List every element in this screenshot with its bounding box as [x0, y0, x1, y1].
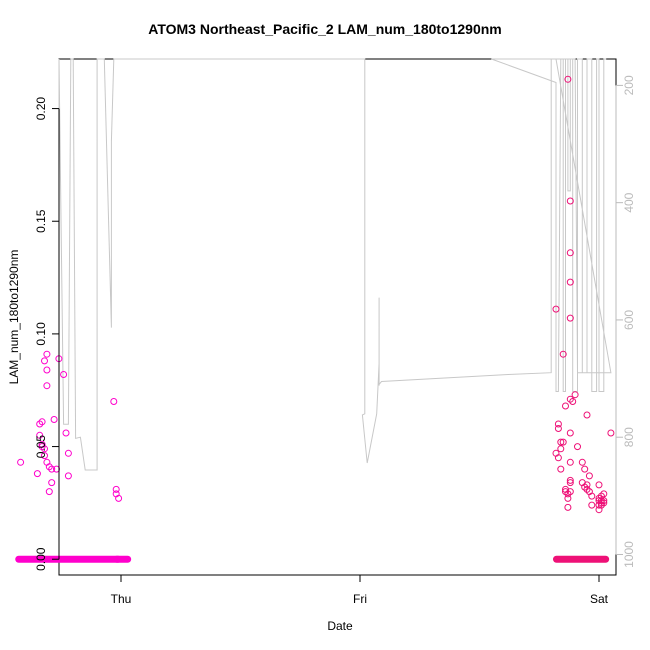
data-point [554, 425, 562, 432]
data-point [581, 483, 589, 491]
data-point [559, 350, 567, 358]
data-point [564, 503, 572, 511]
data-point [110, 398, 118, 405]
data-point [562, 488, 569, 496]
data-point [41, 445, 48, 453]
data-point [564, 490, 572, 498]
data-point [17, 458, 25, 466]
data-point [566, 476, 574, 484]
data-point [48, 465, 56, 473]
data-point [600, 497, 608, 505]
data-point [581, 465, 589, 473]
data-point [595, 481, 603, 489]
x-tick-label: Sat [590, 592, 609, 606]
data-point [559, 438, 567, 446]
data-point [557, 438, 565, 446]
data-point [588, 501, 596, 509]
data-point [566, 458, 574, 466]
data-point [64, 449, 72, 457]
secondary-y-tick-label: 200 [622, 75, 636, 95]
y-tick-label: 0.20 [34, 97, 48, 121]
data-point [112, 485, 120, 493]
data-point [578, 458, 586, 466]
secondary-y-tick-label: 800 [622, 427, 636, 447]
y-tick-label: 0.00 [34, 547, 48, 571]
secondary-y-tick-label: 600 [622, 310, 636, 330]
data-point [597, 499, 605, 507]
data-point [566, 429, 574, 437]
x-tick-label: Fri [353, 592, 367, 606]
data-point [62, 429, 70, 437]
data-point [45, 488, 53, 496]
chart-title: ATOM3 Northeast_Pacific_2 LAM_num_180to1… [148, 21, 502, 37]
y-tick-label: 0.05 [34, 435, 48, 459]
point-series [15, 75, 615, 563]
series-line [58, 58, 612, 471]
data-point [566, 395, 574, 403]
data-point [566, 479, 574, 487]
data-point [583, 485, 591, 493]
data-point [585, 472, 593, 480]
data-point [562, 402, 569, 410]
data-point [571, 391, 579, 399]
data-point [600, 490, 608, 498]
data-point [564, 75, 572, 83]
data-point [566, 278, 574, 286]
data-point [45, 463, 53, 471]
data-point [36, 431, 44, 439]
data-point [43, 350, 51, 358]
data-point [583, 411, 591, 419]
data-point [564, 494, 572, 502]
data-point [588, 492, 596, 500]
data-point [43, 366, 51, 374]
data-point [41, 452, 48, 460]
secondary-y-axis: 200 400 600 800 1000 [615, 75, 636, 568]
data-point [566, 249, 574, 257]
data-point [38, 443, 46, 451]
data-point [566, 488, 574, 496]
data-point [600, 499, 608, 507]
data-point [566, 314, 574, 322]
data-point [552, 305, 560, 313]
x-axis: Thu Fri Sat [111, 574, 609, 606]
x-axis-label: Date [327, 619, 353, 633]
data-point [597, 497, 605, 505]
secondary-y-tick-label: 1000 [622, 541, 636, 568]
secondary-y-tick-label: 400 [622, 192, 636, 212]
data-point [36, 420, 44, 428]
data-point [557, 445, 565, 453]
zero-value-points [113, 555, 132, 563]
y-axis-label: LAM_num_180to1290nm [7, 249, 21, 385]
data-point [33, 470, 41, 478]
data-point [574, 443, 581, 451]
line-series [58, 58, 612, 471]
data-point [43, 382, 51, 390]
data-point [60, 371, 68, 378]
zero-value-points [15, 555, 122, 563]
data-point [554, 420, 562, 428]
data-point [38, 418, 46, 426]
data-point [48, 479, 56, 487]
data-point [607, 429, 615, 437]
data-point [566, 197, 574, 205]
data-point [64, 472, 72, 480]
x-tick-label: Thu [111, 592, 132, 606]
y-tick-label: 0.15 [34, 209, 48, 233]
zero-value-points [552, 555, 610, 563]
data-point [115, 494, 123, 502]
y-tick-label: 0.10 [34, 322, 48, 346]
data-point [41, 357, 48, 365]
y-axis: 0.00 0.05 0.10 0.15 0.20 [34, 97, 60, 571]
data-point [583, 481, 591, 489]
data-point [557, 465, 565, 473]
data-point [50, 416, 58, 423]
data-point [569, 398, 577, 405]
data-point [554, 454, 562, 462]
plot-frame [58, 58, 617, 576]
